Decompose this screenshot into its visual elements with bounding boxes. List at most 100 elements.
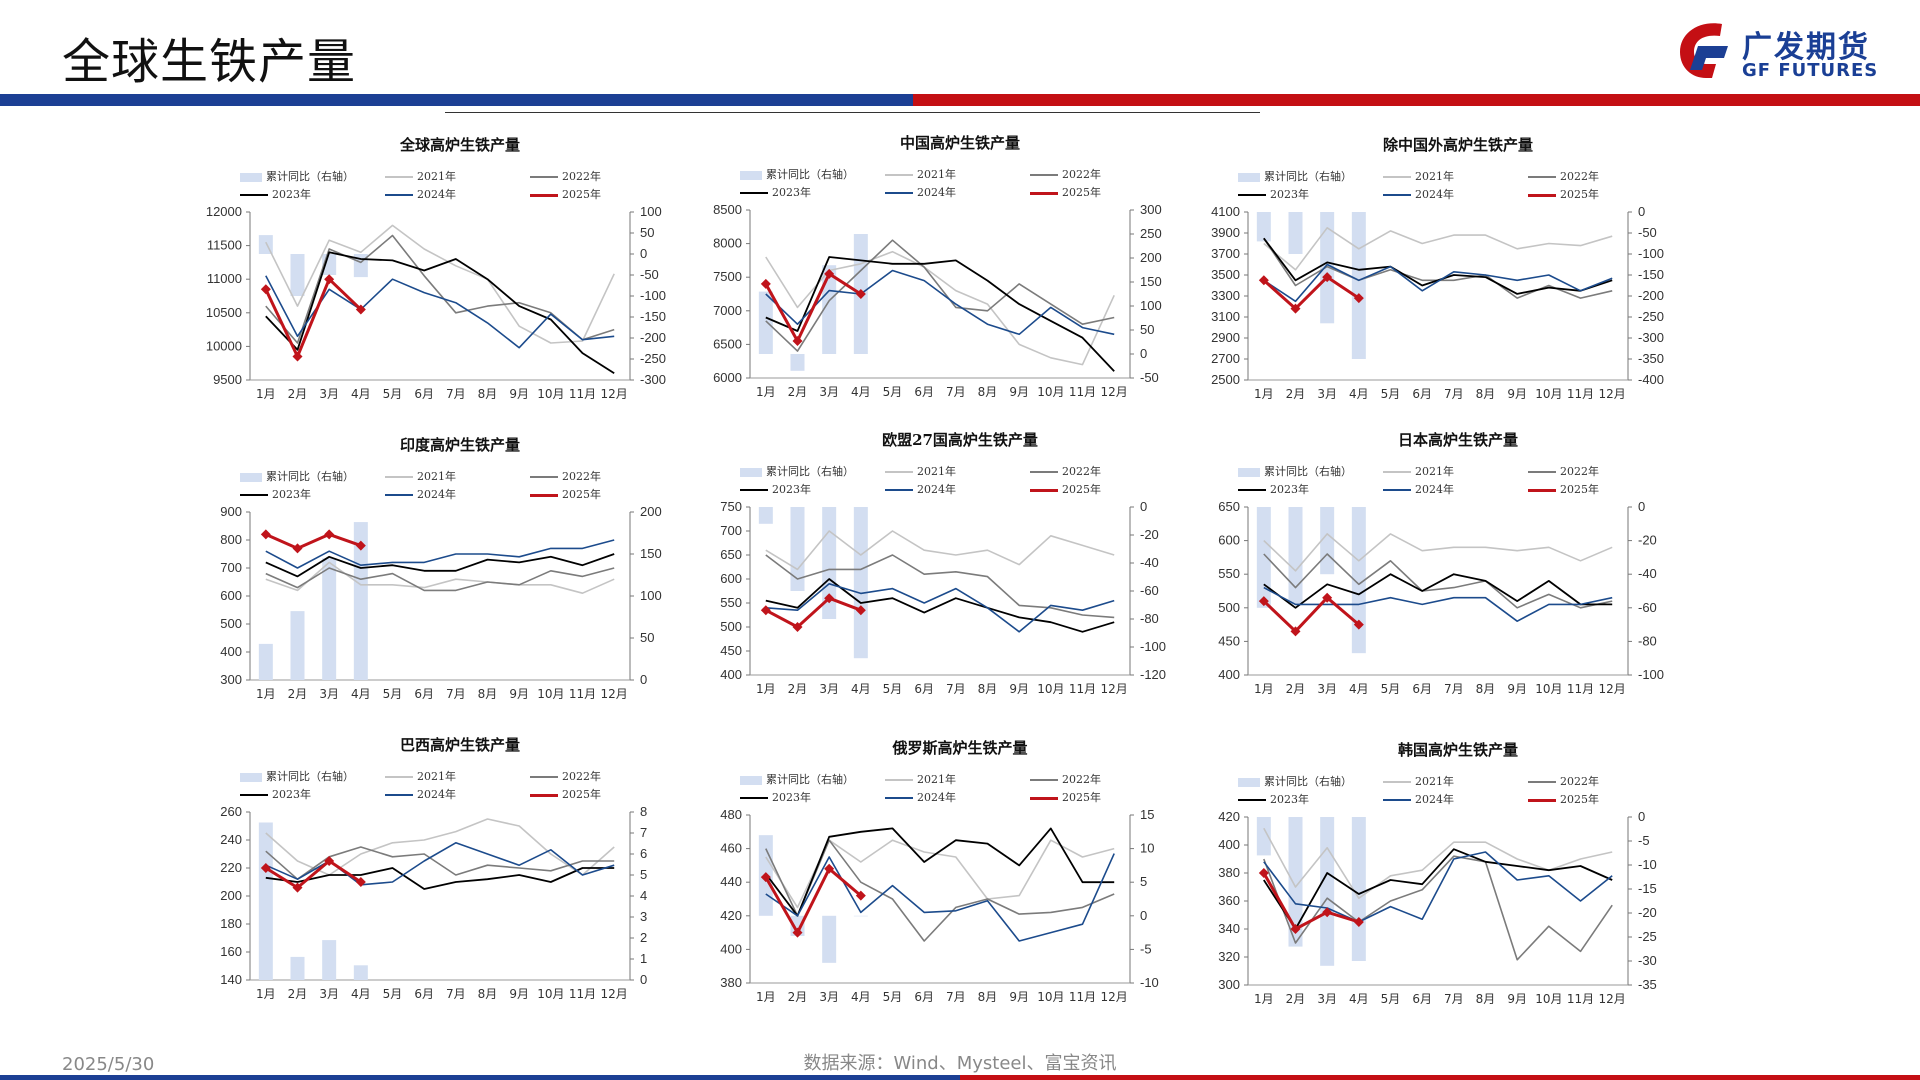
x-tick-label: 10月	[537, 687, 564, 700]
bar-yoy	[1256, 817, 1271, 856]
x-tick-label: 2月	[788, 385, 808, 398]
legend-swatch	[1528, 488, 1556, 492]
x-tick-label: 3月	[819, 385, 839, 398]
y-tick-label: 650	[1218, 499, 1240, 514]
marker-2025	[1353, 917, 1364, 927]
x-tick-label: 1月	[256, 687, 276, 700]
legend-swatch	[1030, 488, 1058, 492]
series-line-y2024	[765, 583, 1115, 633]
y-tick-label: 180	[220, 916, 242, 931]
y2-tick-label: 50	[640, 630, 654, 645]
legend-item-y2023: 2023年	[740, 481, 811, 497]
x-tick-label: 9月	[1507, 682, 1527, 695]
legend-swatch	[1528, 798, 1556, 802]
x-tick-label: 7月	[1444, 992, 1464, 1005]
series-line-y2023	[1263, 237, 1613, 295]
y-tick-label: 550	[720, 595, 742, 610]
y-tick-label: 3100	[1211, 309, 1240, 324]
series-line-y2022	[765, 554, 1115, 619]
page-title: 全球生铁产量	[62, 34, 357, 90]
series-line-y2024	[765, 269, 1115, 336]
marker-2025	[355, 877, 366, 887]
legend-label: 累计同比（右轴）	[266, 170, 354, 183]
y2-tick-label: 200	[1140, 250, 1162, 265]
chart-svg: 140 160 180 200 220 240 260 0 1 2 3 4 5 6 7 8 1月 2月 3月 4月 5月…	[220, 804, 647, 1000]
legend-item-y2022: 2022年	[1528, 168, 1599, 184]
y-tick-label: 600	[720, 571, 742, 586]
y-tick-label: 6000	[713, 370, 742, 385]
y2-tick-label: -150	[640, 309, 666, 324]
y-tick-label: 340	[1218, 921, 1240, 936]
y-tick-label: 400	[1218, 837, 1240, 852]
y2-tick-label: -100	[640, 288, 666, 303]
y-tick-label: 420	[720, 908, 742, 923]
x-tick-label: 4月	[1349, 682, 1369, 695]
marker-2025	[260, 529, 271, 540]
chart-legend: 累计同比（右轴） 2021年 2022年 2023年 2024年 2025年	[740, 771, 1180, 807]
header-divider-red	[913, 94, 1920, 106]
legend-label: 2023年	[272, 788, 311, 801]
chart-legend: 累计同比（右轴） 2021年 2022年 2023年 2024年 2025年	[740, 463, 1180, 499]
marker-2025	[1258, 596, 1269, 607]
bar-yoy	[853, 915, 868, 917]
y-tick-label: 2700	[1211, 351, 1240, 366]
x-tick-label: 4月	[851, 385, 871, 398]
header-divider-blue	[0, 94, 913, 106]
x-tick-label: 2月	[788, 682, 808, 695]
y-tick-label: 440	[720, 874, 742, 889]
x-tick-label: 1月	[256, 987, 276, 1000]
y2-tick-label: 3	[640, 909, 647, 924]
legend-swatch	[1030, 471, 1058, 473]
legend-swatch	[1528, 193, 1556, 197]
logo-chinese-text: 广发期货	[1742, 30, 1870, 65]
y2-tick-label: -150	[1638, 267, 1664, 282]
x-tick-label: 5月	[383, 687, 403, 700]
y-tick-label: 700	[220, 560, 242, 575]
y2-tick-label: 150	[640, 546, 662, 561]
legend-label: 2021年	[917, 773, 956, 786]
y-tick-label: 140	[220, 972, 242, 987]
marker-2025	[1322, 272, 1333, 283]
legend-item-y2025: 2025年	[1528, 791, 1599, 807]
legend-label: 2023年	[772, 791, 811, 804]
series-line-y2022	[1263, 855, 1613, 961]
y2-tick-label: -10	[1638, 857, 1657, 872]
y-tick-label: 480	[720, 807, 742, 822]
x-tick-label: 10月	[1037, 385, 1064, 398]
chart-legend: 累计同比（右轴） 2021年 2022年 2023年 2024年 2025年	[1238, 773, 1678, 809]
legend-item-y2023: 2023年	[1238, 186, 1309, 202]
legend-item-bar: 累计同比（右轴）	[740, 771, 854, 787]
y2-tick-label: -25	[1638, 929, 1657, 944]
x-tick-label: 5月	[883, 385, 903, 398]
bar-yoy	[790, 354, 805, 371]
marker-2025	[1290, 924, 1301, 934]
y2-tick-label: -35	[1638, 977, 1657, 992]
chart-panel: 全球高炉生铁产量 累计同比（右轴） 2021年 2022年 2023年 2024年 2025…	[180, 130, 740, 400]
y-tick-label: 550	[1218, 566, 1240, 581]
series-line-y2025	[764, 272, 862, 343]
legend-item-y2021: 2021年	[1383, 463, 1454, 479]
legend-swatch	[385, 794, 413, 796]
legend-swatch	[885, 192, 913, 194]
marker-2025	[824, 268, 835, 279]
legend-swatch	[1383, 176, 1411, 178]
x-tick-label: 7月	[946, 990, 966, 1003]
x-tick-label: 5月	[883, 990, 903, 1003]
x-tick-label: 9月	[509, 387, 529, 400]
series-line-y2022	[265, 234, 615, 344]
x-tick-label: 8月	[1476, 682, 1496, 695]
y-tick-label: 12000	[206, 204, 242, 219]
legend-item-y2025: 2025年	[530, 486, 601, 502]
chart-title: 除中国外高炉生铁产量	[1382, 136, 1533, 154]
legend-item-y2022: 2022年	[1030, 463, 1101, 479]
chart-title: 日本高炉生铁产量	[1397, 431, 1518, 449]
y2-tick-label: -250	[640, 351, 666, 366]
y2-tick-label: 10	[1140, 841, 1154, 856]
x-tick-label: 9月	[1009, 385, 1029, 398]
bar-yoy	[290, 611, 305, 680]
x-tick-label: 3月	[1317, 682, 1337, 695]
legend-label: 2022年	[1560, 775, 1599, 788]
legend-swatch	[1030, 174, 1058, 176]
company-logo: 广发期货 GF FUTURES	[1672, 18, 1912, 88]
series-line-y2022	[265, 567, 615, 592]
